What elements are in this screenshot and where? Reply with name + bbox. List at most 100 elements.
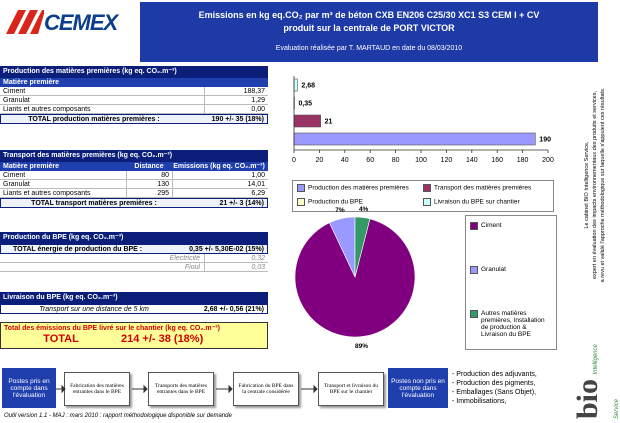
excluded-item: - Immobilisations, [452, 398, 507, 405]
legend-label: Livraison du BPE sur chantier [434, 198, 520, 206]
pie-chart: 89% 7% 4% [294, 206, 416, 350]
logo-stripes [6, 10, 44, 34]
total-row: TOTAL transport matières premières : 21 +… [0, 198, 268, 208]
sidebar-line: Le cabinet BIO Intelligence Service, [584, 141, 590, 229]
total-label: TOTAL énergie de production du BPE : [13, 246, 143, 253]
total-value: 0,35 +/- 5,30E-02 (15%) [189, 246, 264, 253]
legend-label: Production du BPE [308, 198, 363, 206]
total-label: TOTAL transport matières premières : [31, 200, 157, 207]
excluded-item: - Production des pigments, [452, 380, 536, 387]
legend-item: Ciment [470, 222, 552, 230]
sidebar-text: Le cabinet BIO Intelligence Service, exp… [577, 40, 613, 330]
bio-logo-text: bio [571, 378, 604, 419]
legend-label: Ciment [481, 222, 502, 229]
row-value: 2,68 +/- 0,56 (21%) [203, 306, 264, 313]
grand-total-label: TOTAL [43, 333, 79, 345]
legend-label: Autres matières premières, Installation … [481, 310, 545, 338]
table-row: Ciment 80 1,00 [0, 171, 268, 180]
logo: CEMEX [4, 8, 134, 38]
table-row: Granulat 1,29 [0, 96, 268, 105]
pie-legend: Ciment Granulat Autres matières première… [465, 215, 557, 350]
grand-total-title: Total des émissions du BPE livré sur le … [4, 325, 220, 332]
legend-label: Granulat [481, 266, 506, 273]
section-title: Production du BPE (kg eq. CO₂.m⁻³) [0, 232, 268, 244]
excluded-item: - Emballages (Sans Objet), [452, 389, 537, 396]
row-label: Electricité [169, 255, 200, 262]
legend-item: Production du BPE [297, 197, 423, 209]
x-tick-label: 40 [341, 157, 349, 164]
row-label: Fioul [184, 264, 200, 271]
value-label: 2,68 [301, 83, 315, 90]
value-label: 190 [539, 137, 551, 144]
legend-swatch [423, 197, 431, 206]
grand-total: Total des émissions du BPE livré sur le … [0, 322, 268, 349]
pie-slice [294, 218, 416, 338]
delivery-row: Transport sur une distance de 5 km 2,68 +… [0, 304, 268, 314]
x-tick-label: 80 [392, 157, 400, 164]
x-tick-label: 140 [466, 157, 478, 164]
legend-swatch [470, 310, 478, 318]
total-row: TOTAL énergie de production du BPE : 0,35… [0, 244, 268, 254]
row-distance: 295 [126, 189, 172, 197]
sidebar-line: a revu et validé l'approche méthodologiq… [600, 87, 606, 283]
bar-legend: Production des matières premières Transp… [292, 180, 554, 212]
grand-total-value: 214 +/- 38 (18%) [121, 333, 204, 345]
x-tick-label: 100 [415, 157, 427, 164]
excluded-label: Postes non pris en compte dans l'évaluat… [388, 368, 448, 408]
legend-swatch [470, 222, 478, 230]
legend-swatch [470, 266, 478, 274]
x-tick-label: 160 [491, 157, 503, 164]
section-title: Transport des matières premières (kg eq.… [0, 150, 268, 162]
included-label: Postes pris en compte dans l'évaluation [2, 368, 56, 408]
raw-materials-section: Production des matières premières (kg eq… [0, 66, 268, 124]
row-distance: 80 [126, 171, 172, 179]
header: Emissions en kg eq.CO₂ par m³ de béton C… [140, 2, 598, 62]
table-row: Granulat 130 14,01 [0, 180, 268, 189]
row-value: 6,29 [172, 189, 268, 197]
table-row: Liants et autres composants 0,00 [0, 105, 268, 114]
excluded-item: - Production des adjuvants, [452, 371, 537, 378]
flow-arrows [56, 384, 318, 394]
x-tick-label: 60 [366, 157, 374, 164]
total-row: TOTAL production matières premières : 190… [0, 114, 268, 124]
value-label: 0,35 [298, 101, 312, 108]
value-label: 21 [325, 119, 333, 126]
flow-step: Transports des matières entrantes dans l… [148, 372, 214, 406]
row-value: 0,32 [204, 254, 268, 262]
pie-label: 89% [355, 343, 368, 350]
row-label: Ciment [3, 172, 26, 179]
bar [293, 132, 536, 146]
bio-logo: bio Intelligence Service [571, 329, 620, 419]
legend-item: Livraison du BPE sur chantier [423, 197, 549, 209]
row-value: 1,00 [172, 171, 268, 179]
delivery-section: Livraison du BPE (kg eq. CO₂.m⁻³) Transp… [0, 292, 268, 314]
row-label: Ciment [3, 88, 26, 95]
table-row: Ciment 188,37 [0, 87, 268, 96]
total-value: 190 +/- 35 (18%) [211, 116, 264, 123]
row-value: 0,03 [204, 263, 268, 271]
table-row: Liants et autres composants 295 6,29 [0, 189, 268, 198]
table-row: Electricité 0,32 [0, 254, 268, 263]
row-distance: 130 [126, 180, 172, 188]
bar [293, 114, 321, 128]
legend-item: Production des matières premières [297, 184, 423, 195]
x-tick-label: 120 [441, 157, 453, 164]
x-tick-label: 20 [316, 157, 324, 164]
section-title: Production des matières premières (kg eq… [0, 66, 268, 78]
footer-note: Outil version 1.1 - MAJ : mars 2010 : ra… [4, 413, 232, 419]
flow-step: Fabrication du BPE dans la centrale cons… [233, 372, 299, 406]
title-line: produit sur la centrale de PORT VICTOR [283, 23, 455, 33]
row-label: Granulat [3, 97, 30, 104]
legend-item: Autres matières premières, Installation … [470, 310, 552, 338]
pie-label: 7% [335, 207, 345, 214]
pie-label: 4% [359, 206, 369, 213]
logo-text: CEMEX [44, 10, 118, 35]
row-label: Granulat [3, 181, 30, 188]
column-header: Matière première Distance (km) Emissions (… [0, 162, 268, 179]
x-tick-label: 0 [292, 157, 296, 164]
x-tick-label: 180 [517, 157, 529, 164]
flow-step: Fabrication des matières entrantes dans … [64, 372, 130, 406]
title-line: Emissions en kg eq.CO₂ par m³ de béton C… [198, 10, 540, 20]
legend-swatch [423, 184, 431, 192]
